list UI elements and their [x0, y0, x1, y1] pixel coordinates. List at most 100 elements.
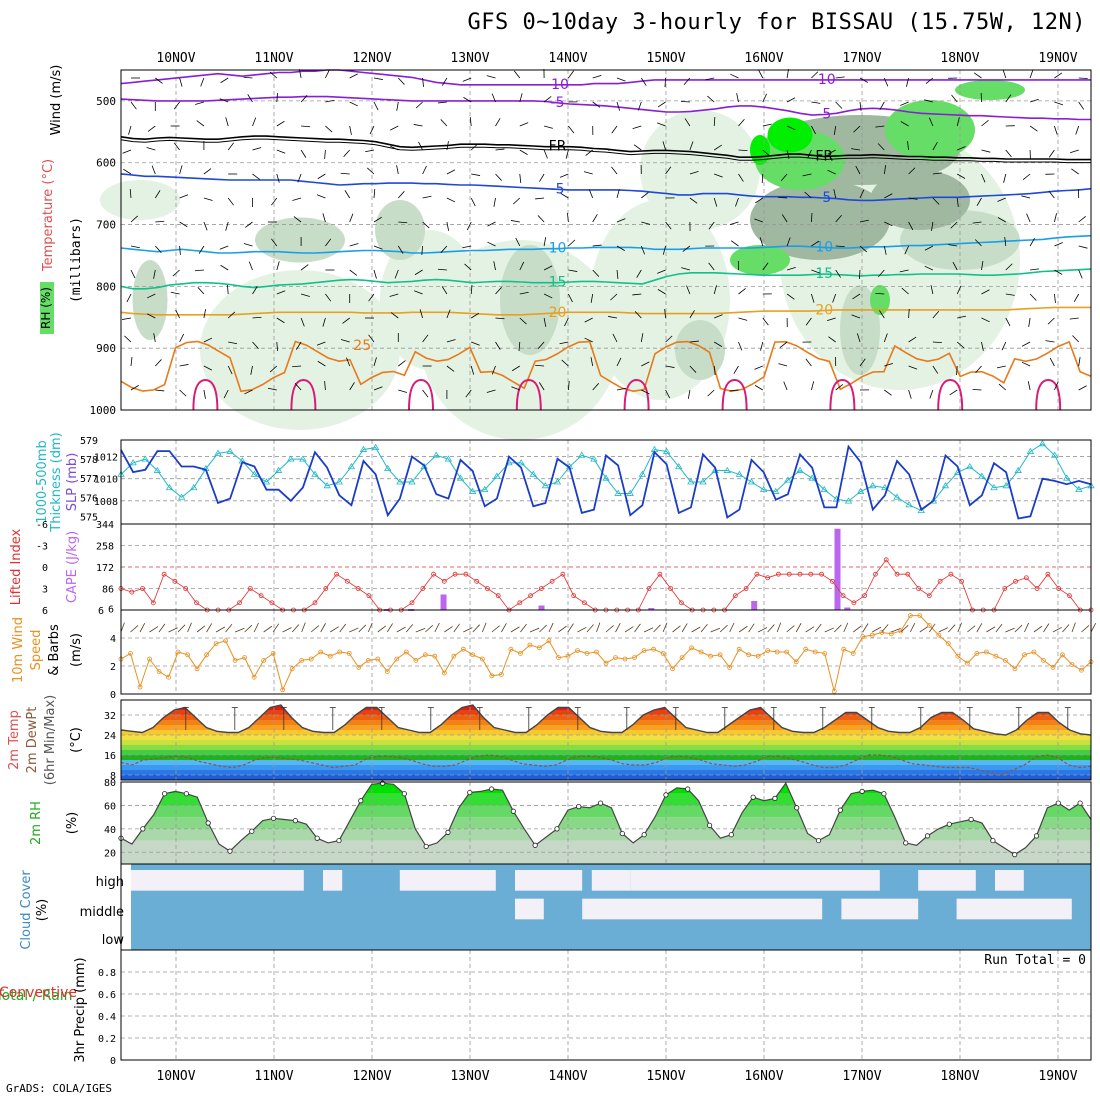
- surface-wind-barb: [529, 627, 540, 633]
- wind-barb: [778, 196, 788, 199]
- cape-bar: [538, 605, 545, 610]
- surface-wind-barb: [805, 626, 815, 633]
- wind-speed-point: [746, 652, 752, 658]
- wind-speed-point: [774, 649, 780, 655]
- surface-wind-barb: [672, 625, 681, 633]
- wind-barb: [495, 317, 505, 320]
- wind-barb: [179, 333, 185, 343]
- wind-barb: [729, 389, 739, 392]
- wind-barb: [173, 101, 180, 110]
- surface-wind-barb: [891, 628, 901, 633]
- surface-wind-barb: [881, 624, 889, 633]
- wind-barb: [413, 124, 423, 127]
- surface-wind-barb: [548, 622, 554, 633]
- wind-barb: [446, 197, 456, 203]
- y-tick-label: 1000: [90, 404, 117, 417]
- wind-barb: [584, 337, 593, 343]
- wind-barb: [932, 310, 940, 319]
- wind-speed-point: [936, 632, 942, 638]
- wind-barb: [640, 245, 646, 255]
- wind-speed-point: [422, 652, 428, 658]
- thickness-point: [1075, 485, 1083, 493]
- rh-contour-region: [675, 320, 725, 380]
- wind-barb: [325, 293, 332, 302]
- wind-barb: [852, 293, 861, 300]
- wind-barb: [590, 357, 594, 367]
- rh2m-point: [750, 794, 756, 800]
- wind-tick-label: 6: [98, 606, 104, 617]
- wind-barb: [932, 341, 942, 344]
- thickness-point: [881, 483, 889, 491]
- wind-barb: [154, 190, 161, 199]
- wind-barb: [730, 240, 739, 247]
- wind-barb: [170, 291, 180, 295]
- surface-wind-barb: [396, 626, 406, 633]
- wind-speed-point: [955, 653, 961, 659]
- thickness-point: [335, 478, 343, 485]
- surface-wind-barb: [139, 622, 146, 633]
- wind-barb: [786, 125, 796, 131]
- wind-barb: [196, 120, 205, 127]
- wind-speed-point: [537, 645, 542, 651]
- wind-barb: [537, 215, 545, 223]
- wind-barb: [904, 245, 909, 255]
- wind-barb: [317, 360, 326, 367]
- wind-barb: [616, 387, 626, 391]
- thickness-point: [808, 474, 816, 481]
- wind-barb: [537, 341, 545, 349]
- wind-barb: [495, 118, 501, 127]
- wind-barb: [123, 168, 132, 175]
- rh2m-point: [423, 843, 429, 850]
- precip-tick-label: 0: [110, 1056, 116, 1067]
- surface-wind-barb: [843, 622, 849, 633]
- thickness-point: [1038, 440, 1047, 447]
- wind-barb: [952, 261, 958, 271]
- wind-barb: [908, 221, 914, 231]
- wind-barb: [300, 293, 310, 297]
- wind-barb: [349, 269, 358, 276]
- li-point: [366, 593, 372, 599]
- rh2m-point: [183, 791, 189, 797]
- wind-barb: [1004, 237, 1007, 247]
- surface-wind-barb: [700, 623, 708, 633]
- thickness-point: [347, 462, 356, 470]
- wind-barb: [1028, 317, 1031, 327]
- wind-barb: [1029, 69, 1034, 79]
- isotherm-label: 10: [549, 241, 567, 257]
- surface-wind-barb: [177, 624, 186, 633]
- temp-band: [121, 700, 1091, 705]
- wind-speed-point: [289, 666, 295, 672]
- wind-barb: [736, 93, 739, 103]
- wind-barb: [414, 269, 423, 276]
- wind-speed-point: [860, 634, 866, 639]
- wind-barb: [835, 245, 845, 248]
- wind-barb: [155, 245, 162, 253]
- wind-barb: [908, 167, 916, 175]
- wind-speed-point: [451, 653, 457, 659]
- surface-wind-barb: [967, 625, 976, 633]
- surface-wind-barb: [320, 623, 326, 633]
- li-point: [732, 593, 738, 599]
- wind-barb: [300, 95, 308, 103]
- wind-barb: [446, 221, 450, 231]
- wind-speed-point: [498, 672, 504, 677]
- wind-speed-point: [128, 651, 133, 656]
- wind-speed-point: [898, 628, 904, 634]
- li-point: [679, 600, 684, 606]
- surface-wind-barb: [643, 627, 654, 633]
- wind-barb: [1021, 341, 1031, 347]
- thickness-point: [747, 478, 756, 485]
- surface-wind-barb: [824, 627, 835, 633]
- rh-contour-region: [870, 285, 890, 315]
- isotherm-line-30: [937, 378, 964, 411]
- wind-barb: [1002, 69, 1007, 79]
- wind-barb: [585, 149, 593, 156]
- isotherm-line-30: [1035, 378, 1062, 411]
- precip-tick-label: 0.6: [98, 990, 116, 1001]
- li-point: [452, 571, 458, 577]
- thickness-point: [759, 485, 768, 493]
- wind-barb: [155, 220, 165, 223]
- wind-barb: [805, 358, 812, 367]
- temp-band: [121, 750, 1091, 755]
- wind-barb: [884, 221, 893, 227]
